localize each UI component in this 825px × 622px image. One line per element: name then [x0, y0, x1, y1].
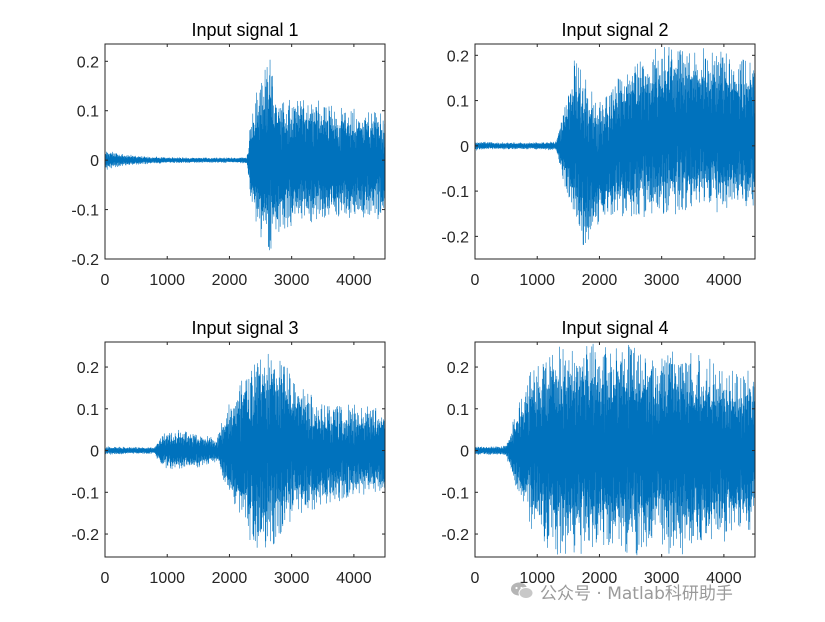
- x-tick-label: 4000: [706, 272, 742, 289]
- y-tick-label: 0.1: [77, 402, 99, 419]
- y-tick-label: 0: [90, 444, 99, 461]
- x-tick-label: 3000: [644, 272, 680, 289]
- subplot-1: 0 1000 2000 3000 4000 -0.2 -0.1 0 0.1 0.2 Input si…: [71, 20, 386, 289]
- x-tick-label: 3000: [274, 570, 310, 587]
- wechat-icon: [511, 582, 534, 599]
- x-tick-label: 0: [471, 570, 480, 587]
- y-tick-label: 0.2: [447, 48, 469, 65]
- y-tick-label: -0.2: [71, 527, 99, 544]
- y-tick-label: -0.1: [71, 203, 99, 220]
- x-tick-label: 2000: [212, 272, 248, 289]
- subplot-title-1: Input signal 1: [191, 20, 298, 40]
- axes-frame-2: [474, 43, 756, 260]
- x-tick-label: 0: [471, 272, 480, 289]
- y-tick-label: 0.1: [447, 94, 469, 111]
- x-tick-label: 0: [101, 570, 110, 587]
- x-tick-label: 4000: [336, 272, 372, 289]
- signal-trace-2: [475, 47, 755, 245]
- y-tick-label: 0.2: [77, 54, 99, 71]
- x-tick-label: 4000: [706, 570, 742, 587]
- watermark-text: 公众号 · Matlab科研助手: [540, 583, 733, 604]
- y-tick-label: 0: [460, 444, 469, 461]
- x-tick-label: 0: [101, 272, 110, 289]
- y-tick-label: -0.1: [441, 184, 469, 201]
- x-tick-label: 2000: [582, 272, 618, 289]
- subplot-title-3: Input signal 3: [191, 318, 298, 338]
- y-tick-label: 0.1: [77, 104, 99, 121]
- y-tick-label: -0.2: [441, 229, 469, 246]
- y-tick-label: 0.2: [77, 360, 99, 377]
- y-tick-label: 0: [460, 139, 469, 156]
- subplot-title-2: Input signal 2: [561, 20, 668, 40]
- watermark: 公众号 · Matlab科研助手: [510, 578, 733, 604]
- x-tick-label: 2000: [582, 570, 618, 587]
- y-tick-label: 0.1: [447, 402, 469, 419]
- subplot-2: 0 1000 2000 3000 4000 -0.2 -0.1 0 0.1 0.2 Input si…: [441, 20, 756, 289]
- subplot-4: 0 1000 2000 3000 4000 -0.2 -0.1 0 0.1 0.2 Input si…: [441, 318, 756, 587]
- axes-frame-1: [104, 43, 386, 260]
- signal-trace-1: [105, 59, 385, 251]
- x-tick-label: 1000: [519, 570, 555, 587]
- y-tick-label: -0.2: [441, 527, 469, 544]
- x-tick-label: 2000: [212, 570, 248, 587]
- axes-frame-4: [474, 341, 756, 558]
- y-tick-label: -0.2: [71, 252, 99, 269]
- signal-trace-3: [105, 353, 385, 548]
- y-tick-label: -0.1: [441, 485, 469, 502]
- x-tick-label: 1000: [149, 272, 185, 289]
- axes-frame-3: [104, 341, 386, 558]
- subplot-title-4: Input signal 4: [561, 318, 668, 338]
- subplot-grid: 0 1000 2000 3000 4000 -0.2 -0.1 0 0.1 0.2 Input si…: [71, 20, 756, 587]
- x-tick-label: 4000: [336, 570, 372, 587]
- x-tick-label: 3000: [644, 570, 680, 587]
- signal-trace-4: [475, 343, 755, 556]
- subplot-3: 0 1000 2000 3000 4000 -0.2 -0.1 0 0.1 0.2 Input si…: [71, 318, 386, 587]
- x-tick-label: 1000: [149, 570, 185, 587]
- y-tick-label: 0: [90, 153, 99, 170]
- x-tick-label: 1000: [519, 272, 555, 289]
- y-tick-label: -0.1: [71, 485, 99, 502]
- x-tick-label: 3000: [274, 272, 310, 289]
- y-tick-label: 0.2: [447, 360, 469, 377]
